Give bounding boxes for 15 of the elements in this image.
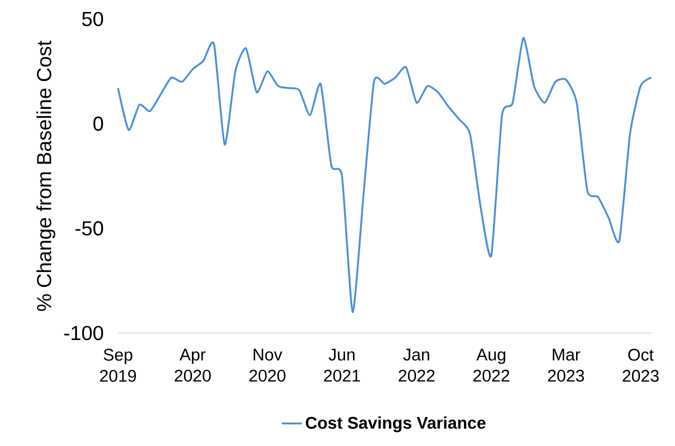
y-tick-label: 50 (82, 12, 104, 26)
y-tick-label: 0 (93, 116, 104, 131)
x-tick-label: Aug 2022 (473, 348, 510, 382)
x-tick-label: Jun 2021 (324, 348, 360, 382)
y-axis-title: % Change from Baseline Cost (36, 40, 56, 311)
legend-label: Cost Savings Variance (306, 416, 486, 432)
x-tick-label: Apr 2020 (174, 348, 211, 382)
x-tick-label: Mar 2023 (548, 348, 584, 382)
y-tick-label: -50 (76, 221, 104, 236)
x-tick-label: Jan 2022 (398, 348, 435, 382)
x-tick-label: Oct 2023 (622, 348, 659, 382)
line-series (117, 36, 652, 314)
y-tick-label: -100 (64, 326, 104, 340)
x-tick-label: Nov 2020 (249, 348, 286, 382)
x-tick-label: Sep 2019 (100, 348, 136, 382)
